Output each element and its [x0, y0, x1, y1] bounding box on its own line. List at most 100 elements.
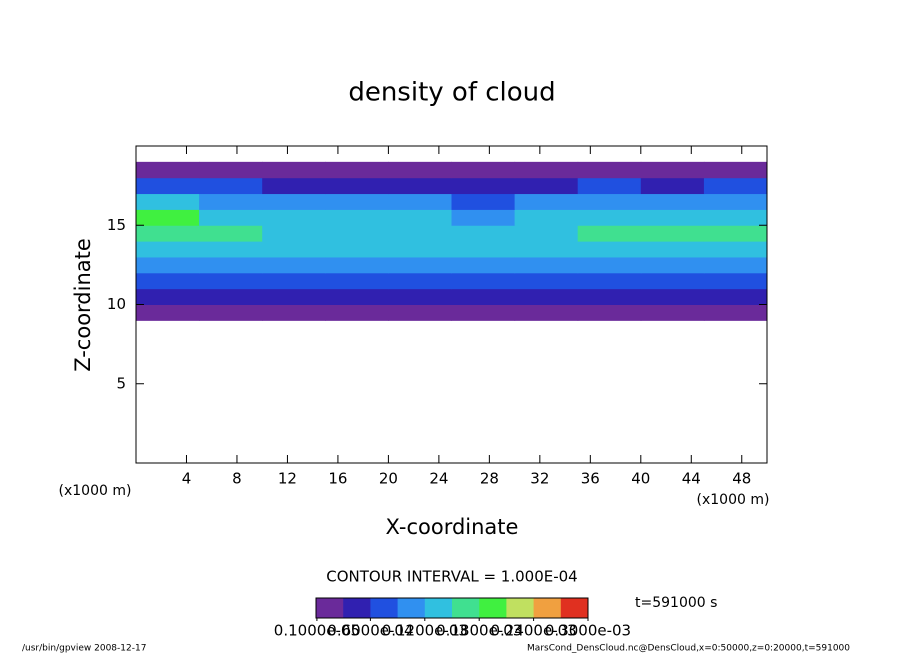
- field-cell: [577, 177, 642, 195]
- field-cell: [514, 272, 579, 290]
- field-cell: [514, 304, 579, 321]
- colorbar-tick-label: 0.3000e-03: [545, 622, 631, 640]
- field-cell: [199, 225, 263, 242]
- field-cell: [703, 304, 768, 321]
- field-cell: [640, 256, 705, 274]
- colorbar-tick-label: 0.1000e-05: [274, 622, 360, 640]
- colorbar-swatch: [506, 598, 535, 618]
- field-cell: [451, 193, 516, 210]
- field-cell: [577, 225, 642, 242]
- field-cell: [640, 209, 705, 226]
- field-cell: [136, 241, 200, 258]
- field-cell: [640, 161, 705, 179]
- field-cell: [640, 241, 705, 258]
- field-cell: [640, 193, 705, 210]
- field-cell: [325, 256, 389, 274]
- x-tick-label: 4: [182, 470, 192, 488]
- field-cell: [388, 256, 452, 274]
- field-cell: [325, 225, 389, 242]
- y-tick-label: 10: [107, 295, 126, 313]
- chart-title: density of cloud: [348, 78, 555, 108]
- field-cell: [451, 288, 516, 305]
- colorbar-swatch: [424, 598, 453, 618]
- field-cell: [325, 177, 389, 195]
- time-label: t=591000 s: [635, 595, 717, 611]
- field-cell: [199, 209, 263, 226]
- field-cell: [577, 272, 642, 290]
- field-cell: [451, 241, 516, 258]
- field-cell: [325, 193, 389, 210]
- field-cell: [325, 288, 389, 305]
- field-cell: [136, 304, 200, 321]
- field-cell: [451, 177, 516, 195]
- field-cell: [451, 161, 516, 179]
- field-cell: [136, 161, 200, 179]
- field-cell: [262, 209, 326, 226]
- field-cell: [577, 304, 642, 321]
- y-unit-label: (x1000 m): [59, 483, 132, 499]
- x-tick-label: 8: [232, 470, 242, 488]
- field-cell: [451, 209, 516, 226]
- x-tick-label: 44: [682, 470, 701, 488]
- x-tick-label: 48: [732, 470, 751, 488]
- x-tick-label: 40: [631, 470, 650, 488]
- field-cell: [388, 272, 452, 290]
- field-cell: [136, 209, 200, 226]
- colorbar-swatch: [397, 598, 426, 618]
- field-cell: [262, 177, 326, 195]
- field-cell: [640, 225, 705, 242]
- y-axis-label: Z-coordinate: [71, 238, 95, 372]
- field-cell: [136, 177, 200, 195]
- field-cell: [325, 272, 389, 290]
- colorbar-tick-label: 0.6000e-04: [327, 622, 413, 640]
- colorbar-swatch: [343, 598, 371, 618]
- footer-right: MarsCond_DensCloud.nc@DensCloud,x=0:5000…: [527, 644, 850, 654]
- x-tick-label: 16: [328, 470, 347, 488]
- field-cell: [514, 193, 579, 210]
- field-cell: [325, 241, 389, 258]
- x-tick-label: 32: [530, 470, 549, 488]
- colorbar-tick-label: 0.1800e-03: [436, 622, 522, 640]
- field-cell: [514, 288, 579, 305]
- field-cell: [703, 177, 768, 195]
- y-tick-label: 15: [107, 216, 126, 234]
- field-cell: [577, 256, 642, 274]
- field-cell: [577, 161, 642, 179]
- field-cell: [262, 193, 326, 210]
- field-cell: [514, 256, 579, 274]
- field-cell: [451, 256, 516, 274]
- field-cell: [325, 161, 389, 179]
- field-cell: [262, 304, 326, 321]
- field-cell: [325, 304, 389, 321]
- field-cell: [703, 225, 768, 242]
- field-cell: [388, 241, 452, 258]
- contour-interval: CONTOUR INTERVAL = 1.000E-04: [326, 568, 577, 586]
- field-cell: [199, 256, 263, 274]
- field-cell: [199, 288, 263, 305]
- x-unit-label: (x1000 m): [697, 492, 770, 508]
- x-tick-label: 12: [278, 470, 297, 488]
- field-cell: [388, 177, 452, 195]
- field-cell: [640, 288, 705, 305]
- field-cell: [577, 209, 642, 226]
- colorbar-swatch: [370, 598, 399, 618]
- x-axis-label: X-coordinate: [386, 515, 519, 539]
- field-cell: [262, 272, 326, 290]
- field-cell: [262, 161, 326, 179]
- field-cell: [199, 161, 263, 179]
- colorbar-swatch: [316, 598, 344, 618]
- field-cell: [703, 288, 768, 305]
- field-cell: [388, 288, 452, 305]
- field-cell: [514, 177, 579, 195]
- field-cell: [136, 272, 200, 290]
- colorbar-swatch: [479, 598, 507, 618]
- field-cell: [136, 288, 200, 305]
- x-tick-label: 24: [429, 470, 448, 488]
- colorbar-tick-label: 0.2400e-03: [490, 622, 576, 640]
- y-tick-label: 5: [116, 374, 126, 392]
- field-cell: [703, 256, 768, 274]
- field-cell: [451, 225, 516, 242]
- x-tick-label: 20: [379, 470, 398, 488]
